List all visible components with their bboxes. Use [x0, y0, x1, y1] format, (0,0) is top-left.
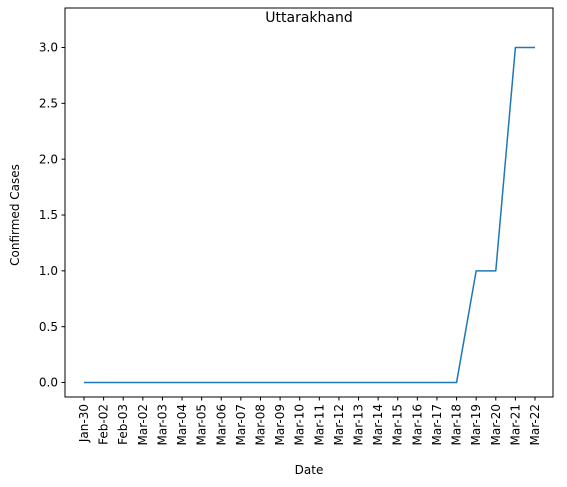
- x-tick-label: Mar-15: [391, 404, 405, 445]
- x-tick-label: Mar-22: [528, 404, 542, 445]
- x-tick-label: Feb-03: [116, 404, 130, 445]
- x-tick-label: Mar-06: [214, 404, 228, 445]
- x-tick-label: Mar-11: [312, 404, 326, 445]
- y-axis-label: Confirmed Cases: [8, 164, 22, 266]
- x-tick-label: Mar-17: [430, 404, 444, 445]
- x-tick-label: Feb-02: [97, 404, 111, 445]
- y-axis-ticks: 0.0 0.5 1.0 1.5 2.0 2.5 3.0: [39, 41, 65, 390]
- y-tick-label: 2.0: [39, 152, 58, 166]
- y-tick-label: 1.0: [39, 264, 58, 278]
- x-tick-label: Mar-20: [489, 404, 503, 445]
- y-tick-label: 0.5: [39, 320, 58, 334]
- y-tick-label: 3.0: [39, 41, 58, 55]
- x-tick-label: Mar-21: [508, 404, 522, 445]
- x-tick-label: Mar-04: [175, 404, 189, 445]
- y-tick-label: 0.0: [39, 376, 58, 390]
- x-tick-label: Mar-05: [195, 404, 209, 445]
- x-tick-label: Mar-12: [332, 404, 346, 445]
- x-tick-label: Mar-07: [234, 404, 248, 445]
- x-axis-ticks: Jan-30 Feb-02 Feb-03 Mar-02 Mar-03 Mar-04 Mar-…: [77, 397, 542, 445]
- x-tick-label: Mar-09: [273, 404, 287, 445]
- x-tick-label: Mar-03: [155, 404, 169, 445]
- x-axis-label: Date: [295, 463, 324, 477]
- x-tick-label: Mar-02: [136, 404, 150, 445]
- x-tick-label: Mar-14: [371, 404, 385, 445]
- x-tick-label: Mar-13: [352, 404, 366, 445]
- x-tick-label: Mar-10: [293, 404, 307, 445]
- series-line: [84, 46, 535, 384]
- x-tick-label: Mar-08: [253, 404, 267, 445]
- x-tick-label: Mar-19: [469, 404, 483, 445]
- x-tick-label: Mar-18: [450, 404, 464, 445]
- x-tick-label: Jan-30: [77, 404, 91, 443]
- y-tick-label: 2.5: [39, 97, 58, 111]
- chart-title: Uttarakhand: [265, 10, 352, 26]
- y-tick-label: 1.5: [39, 208, 58, 222]
- plot-frame: [64, 7, 554, 398]
- x-tick-label: Mar-16: [410, 404, 424, 445]
